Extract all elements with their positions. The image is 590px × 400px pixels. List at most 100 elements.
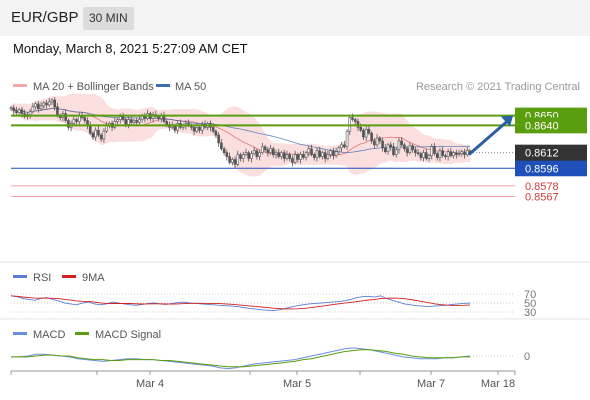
candle-body xyxy=(220,142,223,150)
macd-signal-legend-label: MACD Signal xyxy=(95,329,161,341)
candle-body xyxy=(362,129,365,138)
candle-body xyxy=(236,154,240,165)
resistance-label-box xyxy=(515,117,587,134)
candle-body xyxy=(241,154,245,159)
candle-body xyxy=(465,150,469,155)
candle-body xyxy=(116,119,119,122)
macd-legend-label: MACD xyxy=(33,329,65,341)
candle-body xyxy=(195,127,199,132)
candle-body xyxy=(321,152,324,157)
candle-body xyxy=(307,148,311,153)
candle-body xyxy=(239,154,242,159)
bollinger-band xyxy=(11,93,470,177)
ma50-legend-swatch xyxy=(156,84,170,87)
macd-legend-swatch xyxy=(13,332,27,335)
candle-body xyxy=(291,158,294,163)
resistance-label: 0.8640 xyxy=(525,120,559,132)
current-price-box xyxy=(515,144,587,161)
candle-body xyxy=(373,140,376,146)
candle-body xyxy=(430,146,434,156)
candle-body xyxy=(318,150,322,157)
ma20-line xyxy=(10,107,470,156)
candle-body xyxy=(332,150,335,156)
candle-body xyxy=(244,152,248,155)
candle-body xyxy=(274,152,278,155)
timeframe-button[interactable]: 30 MIN xyxy=(83,7,134,30)
candle-body xyxy=(444,155,447,157)
candle-body xyxy=(233,159,237,165)
candle-body xyxy=(91,132,95,138)
candle-body xyxy=(422,152,425,158)
candle-body xyxy=(132,120,136,123)
candle-body xyxy=(452,152,455,156)
current-price-label: 0.8612 xyxy=(525,148,559,160)
rsi-legend-swatch xyxy=(13,275,27,278)
candle-body xyxy=(72,119,76,124)
candle-body xyxy=(353,119,357,122)
candle-body xyxy=(176,123,179,131)
rsi-line xyxy=(10,295,471,312)
candle-body xyxy=(381,140,384,149)
candle-body xyxy=(217,134,220,144)
macd-signal-line xyxy=(11,349,470,368)
candle-body xyxy=(288,154,291,159)
candle-body xyxy=(384,147,387,152)
candle-body xyxy=(375,137,379,146)
macd-tick-label: 0 xyxy=(524,351,530,363)
candle-body xyxy=(135,120,138,123)
candle-body xyxy=(211,127,215,132)
candle-body xyxy=(42,102,46,107)
candle-body xyxy=(31,106,35,113)
candle-body xyxy=(258,152,261,157)
candle-body xyxy=(34,103,37,108)
candle-body xyxy=(47,101,51,106)
candle-body xyxy=(392,146,395,155)
candle-body xyxy=(326,154,330,159)
candle-body xyxy=(228,156,231,163)
candle-body xyxy=(378,137,382,142)
candle-body xyxy=(359,127,363,131)
candle-body xyxy=(266,149,270,153)
rsi-ma-legend-label: 9MA xyxy=(82,272,105,284)
candle-body xyxy=(67,120,70,128)
timestamp: Monday, March 8, 2021 5:27:09 AM CET xyxy=(13,41,248,56)
support-label: 0.8596 xyxy=(525,163,559,175)
candle-body xyxy=(250,153,253,159)
candle-body xyxy=(296,154,300,160)
candle-body xyxy=(345,130,349,148)
candle-body xyxy=(15,110,18,113)
candle-body xyxy=(225,152,229,157)
candle-body xyxy=(102,130,106,140)
candle-body xyxy=(403,144,406,150)
candle-body xyxy=(370,132,373,142)
faint-support-label: 0.8567 xyxy=(525,192,559,204)
rsi-ma-legend-swatch xyxy=(62,275,76,278)
candle-body xyxy=(75,119,78,122)
candle-body xyxy=(118,116,122,120)
candle-body xyxy=(351,117,354,120)
candle-body xyxy=(310,148,313,155)
candle-body xyxy=(39,105,43,110)
candle-body xyxy=(419,153,423,158)
candle-body xyxy=(198,127,201,131)
candle-body xyxy=(9,107,13,110)
forecast-arrow-line xyxy=(468,119,510,156)
candle-body xyxy=(12,107,16,112)
candle-body xyxy=(255,150,259,157)
candle-body xyxy=(315,150,319,158)
candle-body xyxy=(214,130,218,136)
candle-body xyxy=(457,153,461,155)
candle-body xyxy=(127,119,130,125)
candle-body xyxy=(121,116,125,120)
x-tick-label: Mar 18 xyxy=(481,378,515,390)
candle-body xyxy=(400,140,403,146)
candle-body xyxy=(247,152,250,159)
candle-body xyxy=(129,119,133,123)
candle-body xyxy=(329,150,332,155)
candle-body xyxy=(285,154,289,159)
rsi-ma-line xyxy=(10,295,471,310)
candle-body xyxy=(386,144,390,152)
candle-body xyxy=(138,119,141,123)
candle-body xyxy=(20,109,24,114)
x-tick-label: Mar 4 xyxy=(136,378,164,390)
